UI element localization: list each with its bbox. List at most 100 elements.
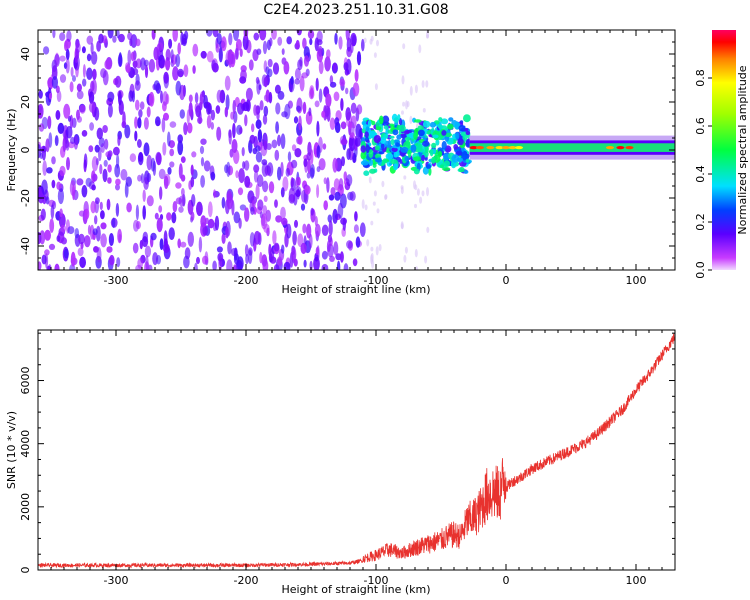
spectrogram-cell bbox=[257, 129, 263, 143]
spectrogram-cell bbox=[159, 238, 164, 251]
spectrogram-cell bbox=[354, 137, 361, 147]
spectrogram-cell bbox=[384, 194, 388, 200]
spectrogram-cell bbox=[127, 32, 133, 41]
y-tick-label: -40 bbox=[19, 237, 32, 255]
spectrogram-cell bbox=[83, 153, 88, 169]
spectrogram-cell bbox=[217, 252, 224, 262]
spectrogram-cell bbox=[170, 49, 174, 64]
spectrogram-cell bbox=[144, 245, 151, 258]
spectrogram-cell bbox=[67, 226, 75, 235]
spectrogram-cell bbox=[303, 259, 307, 268]
spectrogram-cell bbox=[106, 198, 111, 211]
spectrogram-cell bbox=[172, 66, 179, 81]
spectrogram-cell bbox=[275, 215, 282, 223]
spectrogram-cell bbox=[345, 107, 352, 121]
spectrogram-cell bbox=[215, 105, 221, 114]
spectrogram-cell bbox=[437, 150, 443, 158]
spectrogram-cell bbox=[448, 117, 454, 122]
spectrogram-cell bbox=[156, 217, 163, 233]
spectrogram-cell bbox=[291, 159, 298, 169]
spectrogram-cell bbox=[340, 98, 344, 111]
spectrogram-cell bbox=[463, 114, 471, 123]
spectrogram-cell bbox=[227, 241, 232, 255]
spectrogram-cell bbox=[117, 228, 122, 244]
spectrogram-cell bbox=[178, 195, 186, 207]
spectrogram-cell bbox=[392, 129, 399, 136]
spectrogram-cell bbox=[340, 138, 348, 145]
spectrogram-cell bbox=[304, 185, 311, 195]
x-tick-label: -200 bbox=[234, 274, 259, 287]
spectrogram-cell bbox=[107, 91, 115, 103]
spectrogram-cell bbox=[92, 68, 97, 81]
spectrogram-cell bbox=[428, 167, 432, 176]
spectrogram-cell bbox=[216, 246, 223, 253]
spectrogram-cell bbox=[324, 56, 331, 72]
spectrogram-cell bbox=[261, 214, 266, 227]
spectrogram-cell bbox=[195, 105, 202, 118]
spectrogram-cell bbox=[352, 155, 357, 163]
spectrogram-cell bbox=[431, 142, 437, 149]
spectrogram-cell bbox=[163, 230, 168, 246]
spectrogram-cell bbox=[309, 85, 315, 97]
spectrogram-cell bbox=[65, 48, 70, 61]
colorbar-tick-label: 0.0 bbox=[694, 261, 707, 279]
spectrogram-cell bbox=[356, 104, 363, 115]
spectrogram-cell bbox=[409, 115, 413, 125]
spectrogram-cell bbox=[44, 249, 50, 256]
spectrogram-hotspot bbox=[495, 146, 504, 150]
spectrogram-cell bbox=[95, 158, 99, 166]
spectrogram-cell bbox=[332, 62, 337, 72]
spectrogram-cell bbox=[421, 80, 425, 88]
spectrogram-cell bbox=[356, 51, 362, 66]
spectrogram-cell bbox=[38, 232, 42, 245]
spectrogram-cell bbox=[203, 160, 211, 172]
spectrogram-cell bbox=[115, 183, 120, 191]
spectrogram-cell bbox=[171, 212, 177, 224]
spectrogram-cell bbox=[396, 134, 402, 140]
spectrogram-cell bbox=[172, 201, 178, 213]
spectrogram-cell bbox=[183, 122, 188, 136]
spectrogram-cell bbox=[102, 168, 108, 183]
spectrogram-cell bbox=[198, 236, 203, 253]
spectrogram-cell bbox=[237, 187, 244, 196]
spectrogram-cell bbox=[403, 175, 407, 180]
spectrogram-cell bbox=[325, 93, 332, 108]
spectrogram-cell bbox=[66, 30, 72, 42]
spectrogram-cell bbox=[272, 230, 277, 245]
spectrogram-cell bbox=[255, 151, 263, 163]
spectrogram-cell bbox=[349, 191, 356, 202]
spectrogram-cell bbox=[207, 102, 213, 115]
spectrogram-cell bbox=[150, 232, 157, 241]
y-tick-label: 4000 bbox=[19, 430, 32, 458]
spectrogram-cell bbox=[162, 243, 170, 254]
spectrogram-cell bbox=[329, 81, 337, 88]
spectrogram-cell bbox=[108, 233, 114, 246]
spectrogram-cell bbox=[395, 142, 401, 147]
spectrogram-cell bbox=[359, 222, 366, 237]
spectrogram-cell bbox=[379, 115, 384, 125]
spectrogram-cell bbox=[203, 94, 209, 109]
spectrogram-cell bbox=[307, 141, 312, 156]
spectrogram-cell bbox=[409, 85, 413, 96]
spectrogram-cell bbox=[107, 150, 113, 158]
spectrogram-cell bbox=[381, 180, 385, 188]
spectrogram-cell bbox=[334, 191, 341, 201]
spectrogram-cell bbox=[245, 87, 253, 102]
spectrogram-cell bbox=[92, 173, 98, 182]
spectrogram-cell bbox=[158, 168, 166, 180]
spectrogram-cell bbox=[158, 54, 165, 69]
spectrogram-cell bbox=[343, 263, 349, 270]
spectrogram-cell bbox=[169, 148, 175, 157]
spectrogram-cell bbox=[187, 231, 194, 247]
spectrogram-cell bbox=[100, 143, 105, 153]
spectrogram-cell bbox=[177, 68, 185, 78]
spectrogram-cell bbox=[124, 124, 131, 139]
spectrogram-cell bbox=[414, 84, 418, 94]
spectrogram-cell bbox=[180, 174, 186, 182]
spectrogram-hotspot bbox=[625, 146, 634, 150]
spectrogram-cell bbox=[214, 215, 220, 231]
spectrogram-cell bbox=[337, 202, 344, 219]
spectrogram-cell bbox=[393, 151, 398, 158]
spectrogram-cell bbox=[244, 160, 250, 171]
